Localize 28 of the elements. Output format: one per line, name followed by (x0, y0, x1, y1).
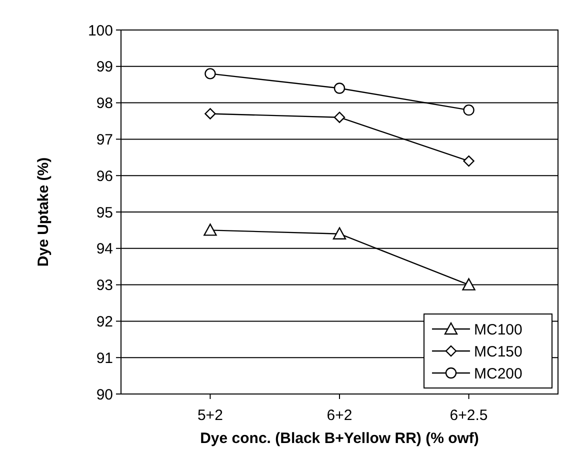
x-tick-label: 6+2 (326, 407, 352, 424)
legend-label: MC200 (474, 365, 522, 382)
y-tick-label: 100 (88, 22, 113, 40)
point (463, 155, 474, 167)
point (204, 224, 217, 236)
point (332, 227, 346, 240)
point (334, 112, 346, 123)
point (462, 278, 476, 290)
y-axis-title: Dye Uptake (%) (35, 157, 52, 267)
y-tick-label: 97 (96, 131, 113, 148)
point (463, 104, 474, 116)
y-tick-label: 99 (96, 58, 113, 76)
point (204, 68, 216, 80)
y-tick-label: 91 (96, 350, 113, 367)
y-tick-label: 95 (96, 204, 113, 222)
legend-label: MC150 (474, 343, 522, 360)
x-axis-title: Dye conc. (Black B+Yellow RR) (% owf) (200, 430, 479, 447)
y-tick-label: 90 (96, 386, 113, 404)
y-tick-label: 98 (96, 95, 113, 112)
y-tick-label: 96 (96, 168, 113, 185)
x-tick-label: 6+2.5 (450, 407, 488, 424)
point (204, 108, 216, 120)
legend-label: MC100 (474, 321, 522, 338)
x-tick-label: 5+2 (197, 407, 223, 424)
y-tick-label: 93 (96, 277, 113, 294)
y-tick-label: 94 (96, 240, 113, 258)
point (334, 82, 346, 94)
y-tick-label: 92 (96, 313, 113, 330)
